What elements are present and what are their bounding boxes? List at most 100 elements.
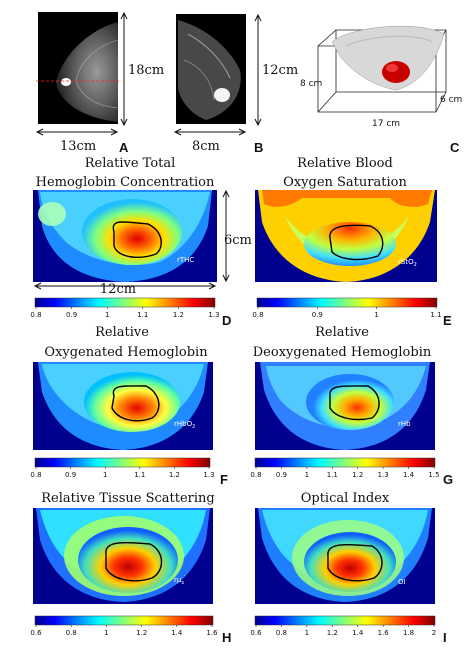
colorbar-tick-label: 1.4 <box>352 629 364 637</box>
panel-f: Relative Oxygenated Hemoglobin rHbO2 0.8… <box>30 325 228 487</box>
tumor-heat <box>306 374 394 430</box>
panel-title: Relative <box>95 325 149 340</box>
colorbar-tick-label: 1 <box>105 311 109 319</box>
tumor-heat <box>84 372 180 432</box>
lesion-marker <box>61 78 71 86</box>
colorbar-tick-label: 1 <box>305 471 309 479</box>
panel-letter-f: F <box>220 472 228 487</box>
colorbar-tick-label: 1.4 <box>171 629 183 637</box>
tumor-contour <box>105 541 163 582</box>
tumor-contour <box>111 385 160 422</box>
dim-label: 8 cm <box>300 79 322 89</box>
colorbar-tick-label: 1.3 <box>208 311 219 319</box>
tumor-heat <box>78 527 178 593</box>
colorbar-tick-label: 0.9 <box>312 311 323 319</box>
colorbar-tick-label: 0.8 <box>250 471 261 479</box>
panel-h: Relative Tissue Scattering rμs′ 0.6 0.8 1 1… <box>30 491 231 645</box>
colorbar-tick-label: 1.2 <box>327 629 338 637</box>
colorbar <box>254 615 436 626</box>
colorbar-tick-label: 1.1 <box>134 471 145 479</box>
panel-title: Deoxygenated Hemoglobin <box>253 345 432 360</box>
panel-letter-a: A <box>119 140 129 155</box>
dim-label: 18cm <box>128 63 164 78</box>
breast-tissue <box>56 22 118 122</box>
panel-title: Relative Tissue Scattering <box>41 491 214 506</box>
colorbar-tick-label: 0.9 <box>276 471 287 479</box>
tumor-contour <box>112 221 162 258</box>
tumor-heat <box>82 199 182 265</box>
tumor-heat <box>304 222 396 266</box>
dim-label: 8cm <box>192 139 220 154</box>
colorbar-tick-label: 1.1 <box>137 311 148 319</box>
map-inset-label: rHb <box>398 420 411 428</box>
panel-title: Relative Blood <box>297 156 393 171</box>
tumor-volume <box>382 61 410 83</box>
colorbar-tick-label: 0.8 <box>276 629 287 637</box>
panel-title: Oxygenated Hemoglobin <box>44 345 208 360</box>
dim-label: 13cm <box>60 139 96 154</box>
map-inset-label: rStO2 <box>398 258 417 268</box>
tumor-contour <box>327 543 383 582</box>
colorbar-tick-label: 1.3 <box>378 471 389 479</box>
colorbar <box>256 297 438 308</box>
panel-c: 8 cm 6 cm 17 cm C <box>300 25 462 155</box>
colorbar-tick-label: 0.9 <box>66 311 77 319</box>
map-inset-label: rμs′ <box>174 575 186 586</box>
colorbar-tick-label: 1.6 <box>206 629 218 637</box>
panel-letter-g: G <box>443 472 453 487</box>
panel-title: Oxygen Saturation <box>283 175 407 190</box>
breast-volume <box>331 25 445 91</box>
panel-letter-h: H <box>222 630 231 645</box>
colorbar <box>34 615 214 626</box>
panel-letter-i: I <box>443 630 447 645</box>
panel-letter-d: D <box>222 313 231 328</box>
colorbar-tick-label: 2 <box>432 629 436 637</box>
panel-title: Optical Index <box>301 491 390 506</box>
panel-g: Relative Deoxygenated Hemoglobin rHb 0.8… <box>250 325 453 487</box>
colorbar <box>34 297 216 308</box>
colorbar-tick-label: 1.1 <box>327 471 338 479</box>
colorbar-tick-label: 0.8 <box>30 471 41 479</box>
dim-label: 12cm <box>262 63 298 78</box>
dim-label: 6cm <box>224 233 252 248</box>
panel-title: Hemoglobin Concentration <box>36 175 215 190</box>
colorbar-tick-label: 0.6 <box>30 629 42 637</box>
colorbar-tick-label: 1 <box>103 471 107 479</box>
colorbar-tick-label: 0.8 <box>252 311 263 319</box>
panel-d: Relative Total Hemoglobin Concentration … <box>30 156 251 328</box>
colorbar-tick-label: 1.1 <box>430 311 441 319</box>
panel-letter-e: E <box>443 313 452 328</box>
colorbar-tick-label: 1.2 <box>352 471 363 479</box>
colorbar-tick-label: 1.8 <box>403 629 414 637</box>
tumor-enhancement <box>214 88 230 102</box>
colorbar <box>254 457 436 468</box>
colorbar-tick-label: 1.6 <box>378 629 390 637</box>
colorbar-tick-label: 0.6 <box>250 629 262 637</box>
dim-label: 6 cm <box>440 95 462 105</box>
colorbar-tick-label: 1.3 <box>203 471 214 479</box>
colorbar-tick-label: 1 <box>104 629 108 637</box>
panel-i: Optical Index OI 0.6 0.8 1 1.2 1.4 1.6 1.8 2 I <box>250 491 446 645</box>
panel-title: Relative Total <box>85 156 176 171</box>
tumor-contour <box>329 385 380 421</box>
colorbar-tick-label: 1 <box>374 311 378 319</box>
colorbar-tick-label: 1.5 <box>428 471 439 479</box>
map-inset-label: rTHC <box>177 256 194 264</box>
colorbar <box>34 457 211 468</box>
colorbar-tick-label: 0.8 <box>66 629 77 637</box>
panel-e: Relative Blood Oxygen Saturation rStO2 0… <box>252 156 452 328</box>
colorbar-tick-label: 0.8 <box>30 311 41 319</box>
colorbar-tick-label: 1.2 <box>169 471 180 479</box>
dim-label: 12cm <box>100 282 136 297</box>
colorbar-tick-label: 1.2 <box>173 311 184 319</box>
panel-letter-c: C <box>450 140 460 155</box>
map-inset-label: OI <box>398 578 406 586</box>
map-inset-label: rHbO2 <box>174 420 195 430</box>
colorbar-tick-label: 1.2 <box>136 629 147 637</box>
panel-title: Relative <box>315 325 369 340</box>
colorbar-tick-label: 1.4 <box>403 471 415 479</box>
colorbar-tick-label: 0.9 <box>65 471 76 479</box>
dim-label: 17 cm <box>372 119 400 129</box>
panel-a: 18cm 13cm A <box>35 11 164 155</box>
